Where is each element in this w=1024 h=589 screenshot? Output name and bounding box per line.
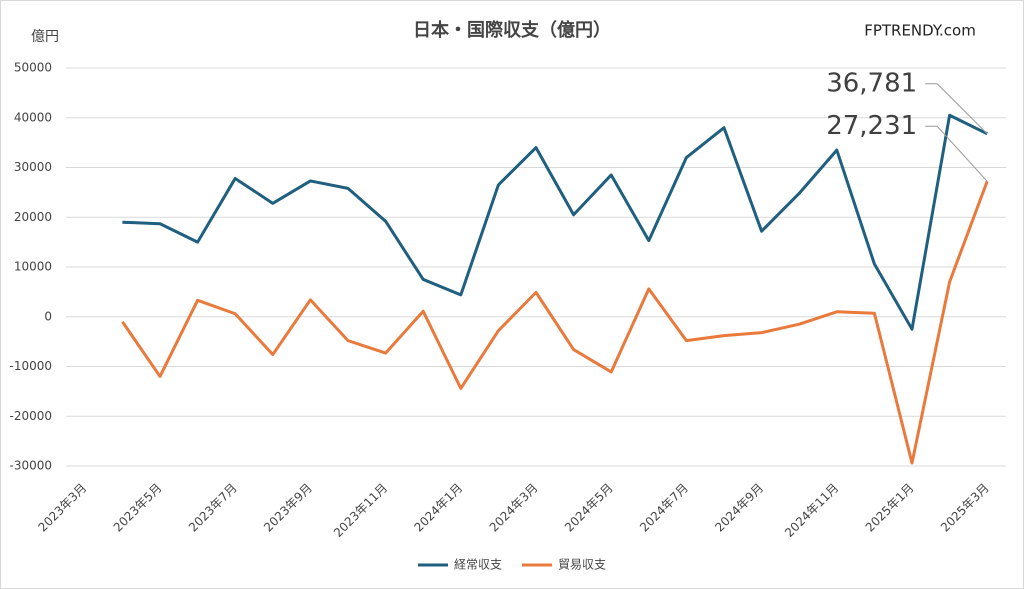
data-label: 36,781 bbox=[826, 68, 917, 98]
y-tick-label: 10000 bbox=[14, 260, 52, 274]
y-tick-label: 20000 bbox=[14, 210, 52, 224]
y-axis-label: 億円 bbox=[31, 29, 59, 45]
legend-label: 貿易収支 bbox=[558, 558, 606, 572]
y-tick-label: -30000 bbox=[9, 459, 52, 473]
legend-label: 経常収支 bbox=[454, 558, 502, 572]
series-line bbox=[122, 113, 988, 331]
series-line bbox=[121, 180, 989, 465]
leader-line bbox=[925, 83, 988, 135]
y-tick-label: -20000 bbox=[9, 409, 52, 423]
leader-line bbox=[925, 125, 988, 182]
y-tick-label: 50000 bbox=[14, 61, 52, 75]
chart-title: 日本・国際収支（億円） bbox=[413, 19, 611, 41]
y-tick-label: 0 bbox=[44, 309, 52, 323]
watermark: FPTRENDY.com bbox=[864, 22, 976, 40]
y-tick-label: -10000 bbox=[9, 359, 52, 373]
y-tick-label: 40000 bbox=[14, 110, 52, 124]
data-label: 27,231 bbox=[826, 111, 917, 141]
y-tick-label: 30000 bbox=[14, 160, 52, 174]
